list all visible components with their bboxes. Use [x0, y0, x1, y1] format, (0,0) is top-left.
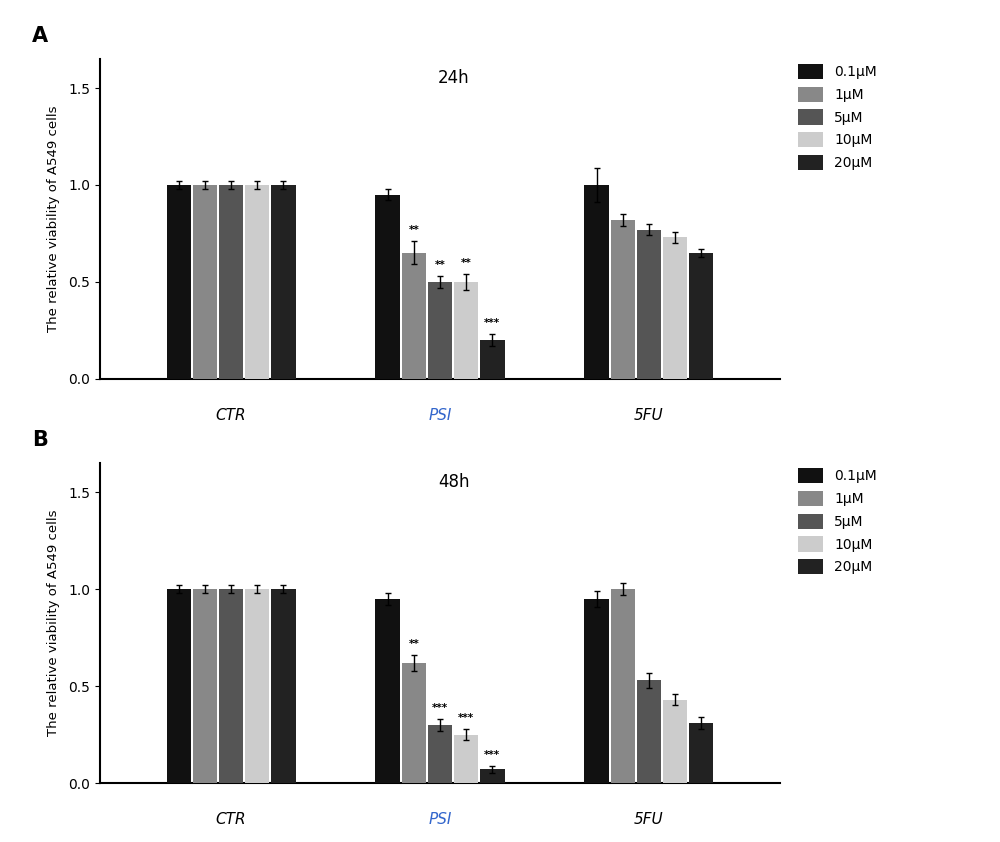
Bar [428, 725, 452, 783]
Bar [611, 589, 635, 783]
Y-axis label: The relative viability of A549 cells: The relative viability of A549 cells [47, 509, 60, 737]
Text: **: ** [435, 260, 445, 270]
Bar [454, 734, 478, 783]
Bar [245, 185, 269, 379]
Text: **: ** [408, 639, 419, 649]
Bar [663, 700, 687, 783]
Bar [402, 663, 426, 783]
Text: 24h: 24h [438, 68, 469, 87]
Bar [637, 230, 661, 379]
Bar [219, 185, 243, 379]
Text: 5FU: 5FU [634, 812, 664, 827]
Bar [611, 220, 635, 379]
Text: 5FU: 5FU [634, 408, 664, 423]
Text: CTR: CTR [216, 408, 246, 423]
Bar [584, 599, 609, 783]
Bar [219, 589, 243, 783]
Bar [637, 680, 661, 783]
Bar [663, 237, 687, 379]
Text: B: B [32, 430, 48, 450]
Legend: 0.1μM, 1μM, 5μM, 10μM, 20μM: 0.1μM, 1μM, 5μM, 10μM, 20μM [794, 60, 881, 174]
Text: PSI: PSI [428, 408, 452, 423]
Bar [271, 589, 296, 783]
Bar [167, 589, 191, 783]
Text: CTR: CTR [216, 812, 246, 827]
Bar [375, 599, 400, 783]
Text: **: ** [461, 258, 472, 269]
Text: ***: *** [458, 713, 474, 723]
Y-axis label: The relative viability of A549 cells: The relative viability of A549 cells [47, 105, 60, 333]
Bar [689, 253, 713, 379]
Bar [402, 253, 426, 379]
Bar [584, 185, 609, 379]
Text: PSI: PSI [428, 812, 452, 827]
Text: ***: *** [484, 749, 500, 759]
Bar [271, 185, 296, 379]
Bar [689, 723, 713, 783]
Bar [454, 282, 478, 379]
Bar [428, 282, 452, 379]
Bar [480, 340, 505, 379]
Text: ***: *** [432, 703, 448, 713]
Text: ***: *** [484, 318, 500, 328]
Bar [245, 589, 269, 783]
Bar [480, 770, 505, 783]
Legend: 0.1μM, 1μM, 5μM, 10μM, 20μM: 0.1μM, 1μM, 5μM, 10μM, 20μM [794, 464, 881, 578]
Bar [167, 185, 191, 379]
Bar [193, 589, 217, 783]
Text: A: A [32, 26, 48, 46]
Bar [193, 185, 217, 379]
Bar [375, 195, 400, 379]
Text: **: ** [408, 226, 419, 236]
Text: 48h: 48h [438, 472, 469, 491]
